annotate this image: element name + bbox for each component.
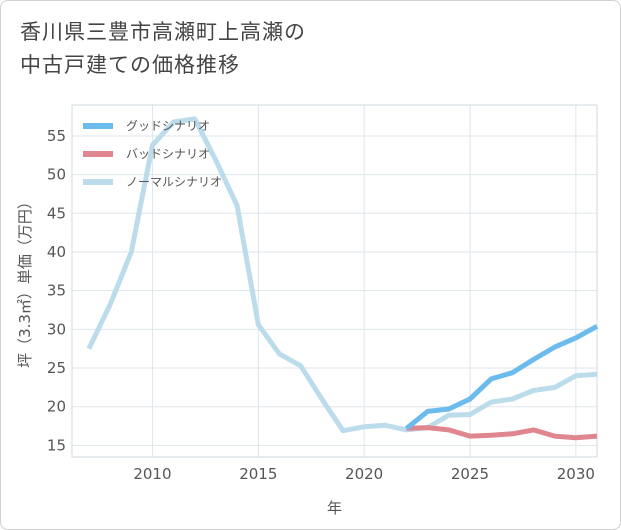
x-tick-label: 2020 — [345, 465, 383, 483]
y-tick-label: 55 — [47, 127, 66, 145]
y-tick-label: 40 — [47, 243, 66, 261]
y-tick-label: 30 — [47, 320, 66, 338]
y-tick-label: 45 — [47, 204, 66, 222]
chart-title-line-1: 香川県三豊市高瀬町上高瀬の — [20, 20, 306, 44]
series-lines — [86, 116, 599, 441]
series-line-2 — [86, 116, 598, 434]
legend-label-0: グッドシナリオ — [126, 119, 210, 133]
y-tick-label: 35 — [47, 282, 66, 300]
y-tick-label: 50 — [47, 166, 66, 184]
x-tick-label: 2025 — [451, 465, 489, 483]
x-axis-ticks: 2010 2015 2020 2025 2030 — [133, 465, 595, 483]
legend-label-2: ノーマルシナリオ — [126, 175, 222, 189]
y-tick-label: 20 — [47, 398, 66, 416]
y-axis-ticks: 15 20 25 30 35 40 45 50 55 — [47, 127, 66, 454]
chart-title-line-2: 中古戸建ての価格推移 — [20, 53, 240, 77]
x-tick-label: 2010 — [133, 465, 171, 483]
x-tick-label: 2015 — [239, 465, 277, 483]
grid — [72, 105, 597, 457]
series-line-1 — [406, 425, 598, 441]
plot-border — [71, 104, 598, 458]
x-axis-title: 年 — [327, 499, 342, 517]
series-line-0 — [404, 324, 599, 431]
y-tick-label: 15 — [47, 436, 66, 454]
y-tick-label: 25 — [47, 359, 66, 377]
legend-label-1: バッドシナリオ — [126, 147, 210, 161]
y-axis-title: 坪（3.3㎡）単価（万円） — [16, 194, 34, 368]
x-tick-label: 2030 — [557, 465, 595, 483]
chart-title: 香川県三豊市高瀬町上高瀬の 中古戸建ての価格推移 — [20, 16, 306, 82]
